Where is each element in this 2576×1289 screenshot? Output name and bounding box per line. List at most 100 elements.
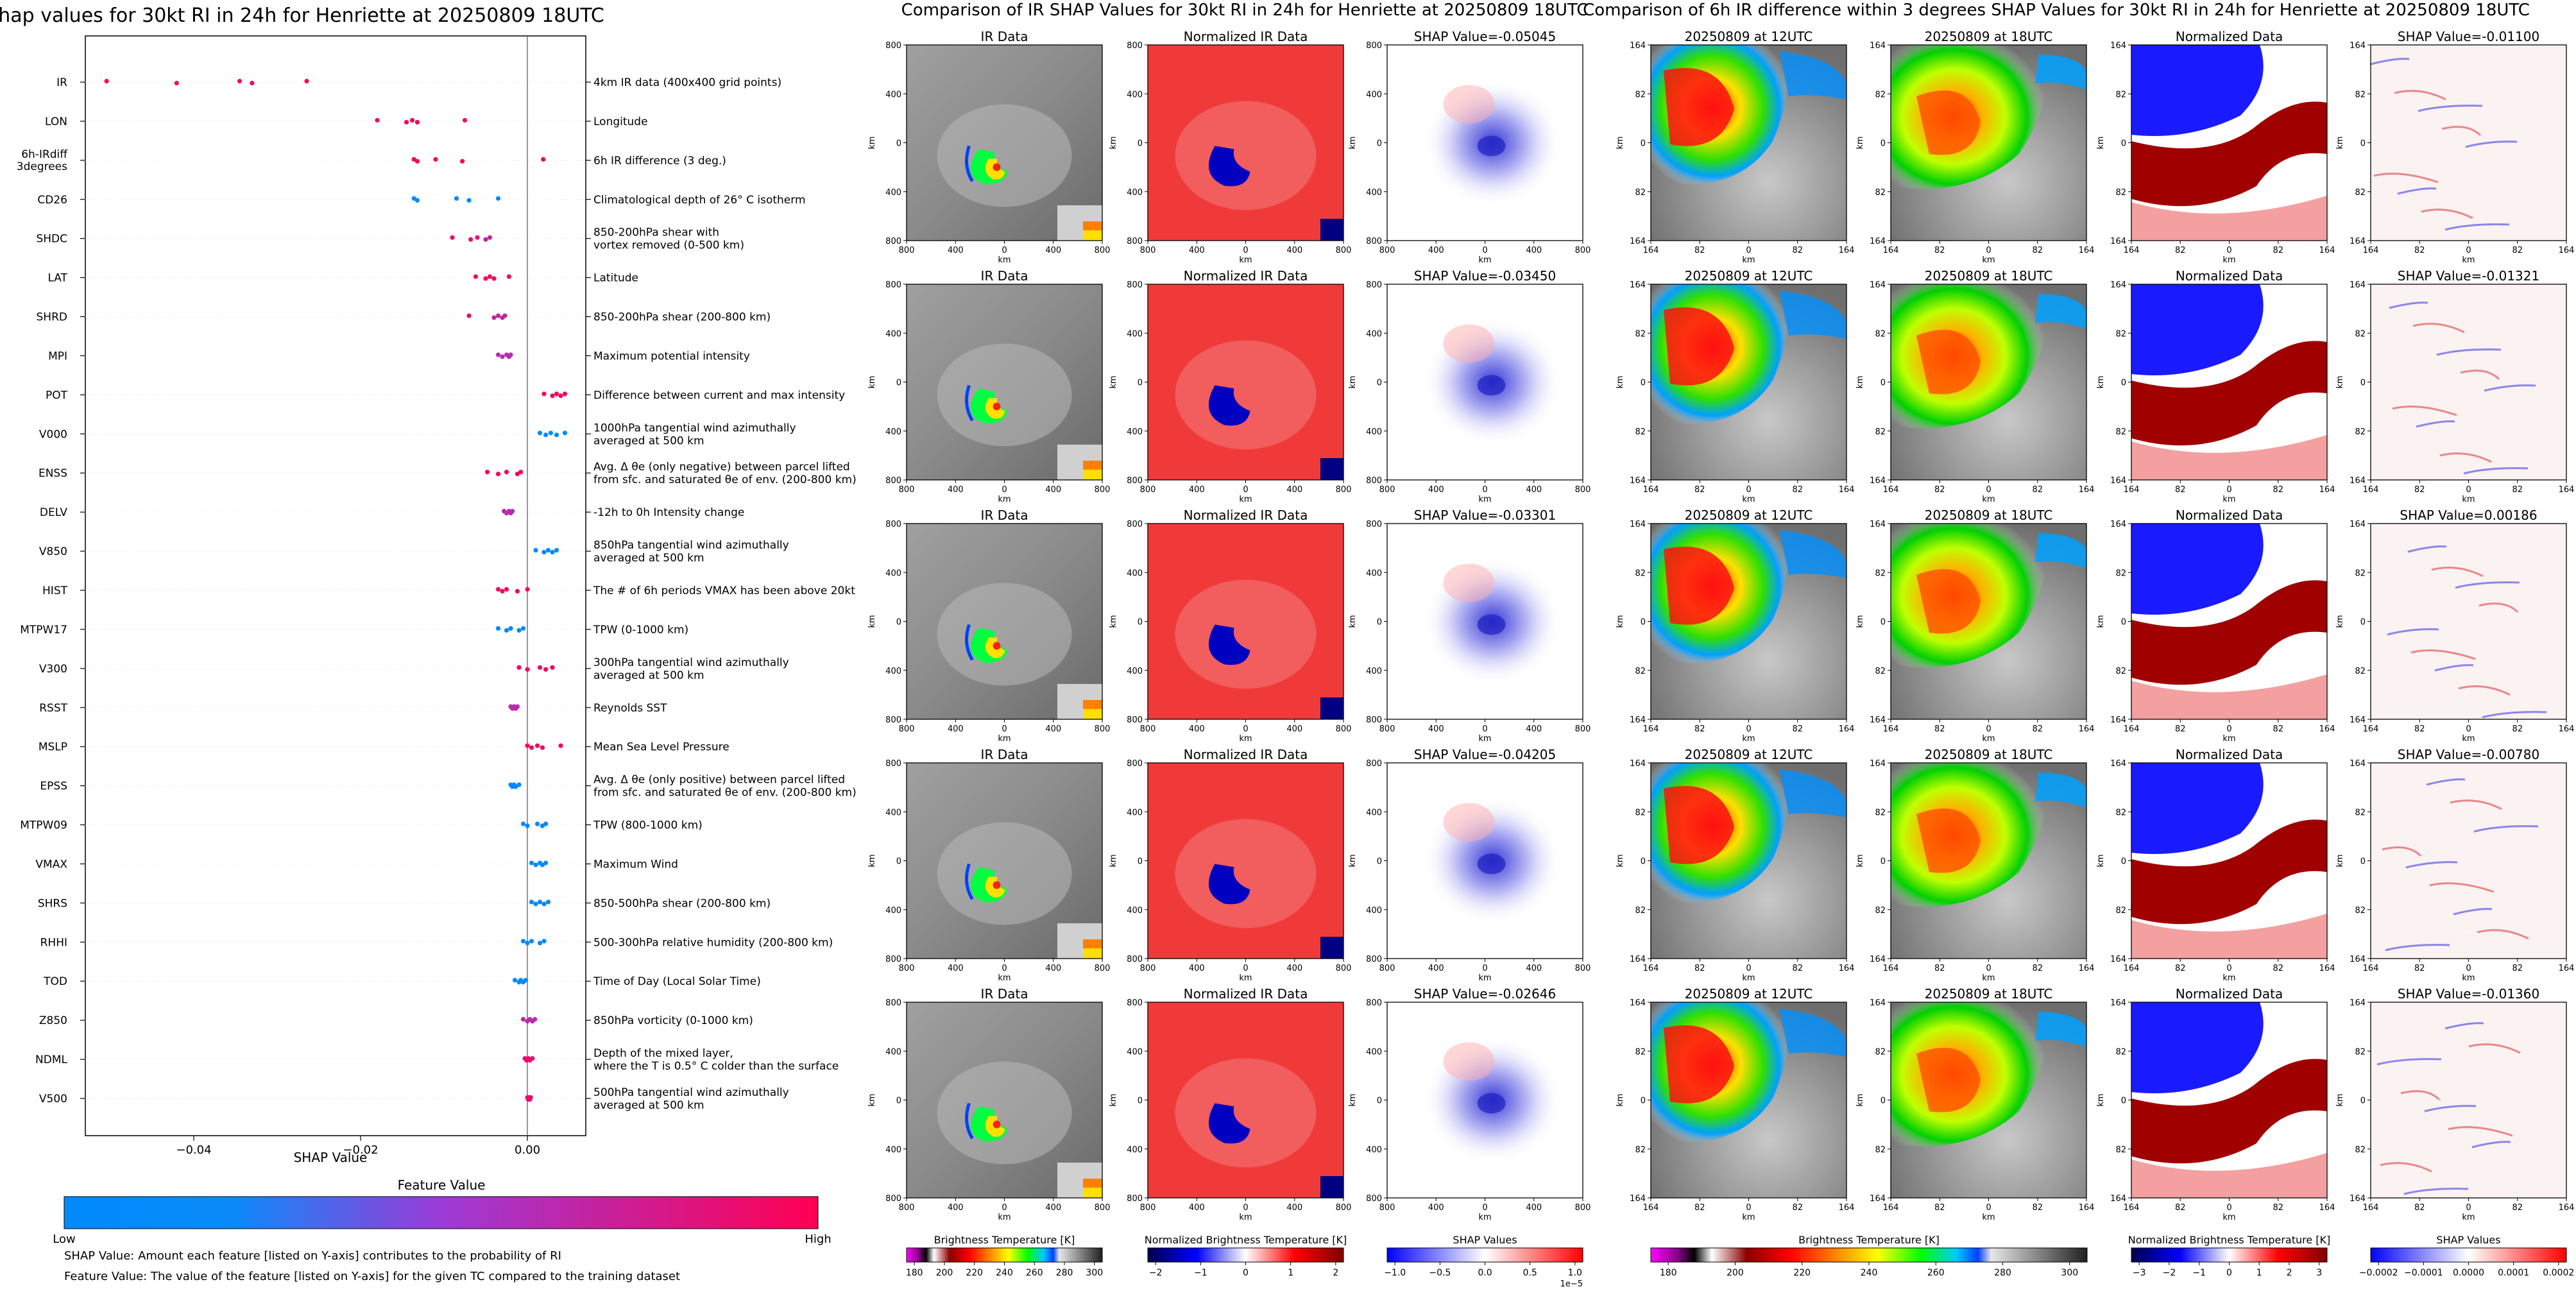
shap-point xyxy=(516,665,522,670)
shap-point xyxy=(510,509,515,514)
feature-description-label: 850-500hPa shear (200-800 km) xyxy=(593,897,771,910)
panel-y-tick-label: 0 xyxy=(2360,618,2366,627)
colorbar-tick-label: −2 xyxy=(1149,1268,1163,1278)
diffshap-streak xyxy=(2385,944,2450,952)
shap-core xyxy=(1477,614,1506,635)
shap-point xyxy=(495,313,501,318)
panel-y-tick-label: 82 xyxy=(1635,90,1646,99)
diff18-band xyxy=(2035,294,2086,329)
panel-y-tick-label: 164 xyxy=(2110,715,2126,725)
x-tick-label: 0.00 xyxy=(515,1143,540,1157)
panel-x-tick-label: 400 xyxy=(1045,724,1061,734)
panel-colorbar: SHAP Values −0.0002 −0.0001 0.0000 0.0001 0.0… xyxy=(2359,1234,2574,1278)
panel-y-tick-label: 800 xyxy=(1366,715,1382,725)
panel-x-tick-label: 164 xyxy=(1883,485,1899,495)
panel-y-tick-label: 82 xyxy=(2115,1047,2126,1057)
shap-point xyxy=(468,237,473,242)
panel-y-tick-label: 800 xyxy=(1127,41,1143,51)
panel-y-tick-label: 400 xyxy=(1366,1145,1382,1155)
panel-title: Normalized IR Data xyxy=(1184,29,1308,44)
diff18-core xyxy=(1916,330,1981,395)
diffshap-streak xyxy=(2453,908,2493,916)
colorbar-tick-label: −1 xyxy=(1194,1268,1207,1278)
colorbar-tick-label: 0.0000 xyxy=(2453,1268,2484,1278)
diffshap-streak xyxy=(2373,173,2439,184)
diffnorm-lowwarm xyxy=(2131,435,2327,480)
diffshap-streak xyxy=(2441,126,2482,137)
panel-y-tick-label: 0 xyxy=(2121,139,2126,149)
panel-y-tick-label: 400 xyxy=(1127,667,1143,676)
panel-x-tick-label: 164 xyxy=(2363,485,2379,495)
feature-name-label: VMAX xyxy=(35,858,67,871)
diffshap-streak xyxy=(2382,846,2422,857)
diffshap-streak xyxy=(2460,370,2500,380)
panel-y-tick-label: 400 xyxy=(1366,329,1382,339)
panel-x-tick-label: 164 xyxy=(1883,246,1899,255)
panel-x-tick-label: 800 xyxy=(1095,246,1111,255)
panel-x-tick-label: 82 xyxy=(2273,485,2283,495)
panel-y-tick-label: 0 xyxy=(1377,1097,1382,1106)
panel-y-tick-label: 800 xyxy=(1127,520,1143,529)
panel-title: SHAP Value=-0.05045 xyxy=(1414,29,1556,44)
shap-point xyxy=(513,784,518,789)
panel-x-axis-label: km xyxy=(1742,973,1755,983)
feature-name-label: SHRD xyxy=(37,311,67,324)
shap-point xyxy=(174,80,179,86)
shap-point xyxy=(562,391,568,397)
norm-corner xyxy=(1320,697,1343,719)
panel-y-tick-label: 82 xyxy=(2115,906,2126,916)
shap-point xyxy=(550,665,555,670)
panel-y-tick-label: 0 xyxy=(1138,379,1143,388)
panel-y-tick-label: 164 xyxy=(1630,476,1646,486)
feature-descriptions: 4km IR data (400x400 grid points) Longitu… xyxy=(593,76,857,1112)
shap-point xyxy=(545,547,551,553)
panel-y-tick-label: 82 xyxy=(2355,1047,2366,1057)
colorbar-label: Normalized Brightness Temperature [K] xyxy=(2128,1234,2331,1246)
panel-x-tick-label: 164 xyxy=(1839,1203,1855,1213)
panel-x-tick-label: 82 xyxy=(1792,485,1803,495)
panel-y-tick-label: 164 xyxy=(1630,237,1646,246)
panel-x-axis-label: km xyxy=(1239,1213,1252,1222)
panel-colorbar: SHAP Values −1.0 −0.5 0.0 0.5 1.01e−5 xyxy=(1384,1234,1583,1289)
note-shap-value: SHAP Value: Amount each feature [listed … xyxy=(64,1249,561,1263)
panel-x-tick-label: 82 xyxy=(2032,246,2043,255)
feature-name-label: MTPW17 xyxy=(20,624,67,636)
panel-x-tick-label: 0 xyxy=(1243,246,1248,255)
feature-name-label: V850 xyxy=(39,545,67,558)
panel-y-tick-label: 82 xyxy=(2115,90,2126,99)
diffshap-background xyxy=(2371,284,2566,480)
diffshap-streak xyxy=(2380,1162,2432,1173)
shap-point xyxy=(495,352,501,357)
shap-point xyxy=(558,393,563,398)
panel-x-tick-label: 400 xyxy=(1428,1203,1444,1213)
panel-x-tick-label: 400 xyxy=(1045,485,1061,495)
image-panel-grid: IR Data 800 400 0 400 800 800 400 0 400 800 km km Nor… xyxy=(867,29,2574,1222)
diffshap-background xyxy=(2371,524,2566,719)
panel-x-tick-label: 164 xyxy=(2124,964,2140,973)
shap-point xyxy=(508,352,513,357)
colorbar-tick-label: 1 xyxy=(2256,1268,2262,1278)
panel-y-tick-label: 164 xyxy=(1870,998,1886,1008)
colorbar-strip xyxy=(1650,1247,2088,1263)
panel-x-tick-label: 164 xyxy=(2363,724,2379,734)
panel-x-tick-label: 0 xyxy=(1746,1203,1751,1213)
panel-y-tick-label: 400 xyxy=(1127,906,1143,916)
feature-name-label: EPSS xyxy=(40,780,67,793)
panel-y-tick-label: 0 xyxy=(1138,1097,1143,1106)
colorbar-tick-label: 0.0002 xyxy=(2543,1268,2574,1278)
panel-x-tick-label: 800 xyxy=(1336,485,1352,495)
diffnorm-warm xyxy=(2131,1059,2327,1164)
shap-point xyxy=(483,276,488,281)
diffshap-streak xyxy=(2431,567,2484,577)
shap-point xyxy=(518,470,524,475)
panel-y-tick-label: 0 xyxy=(1138,139,1143,149)
diffnorm-cold xyxy=(2131,524,2264,615)
panel-title: IR Data xyxy=(981,29,1028,44)
panel-x-tick-label: 0 xyxy=(1746,246,1751,255)
panel-x-tick-label: 164 xyxy=(1643,485,1659,495)
feature-description-label: Longitude xyxy=(593,115,648,128)
panel-title: SHAP Value=-0.01360 xyxy=(2398,986,2539,1002)
